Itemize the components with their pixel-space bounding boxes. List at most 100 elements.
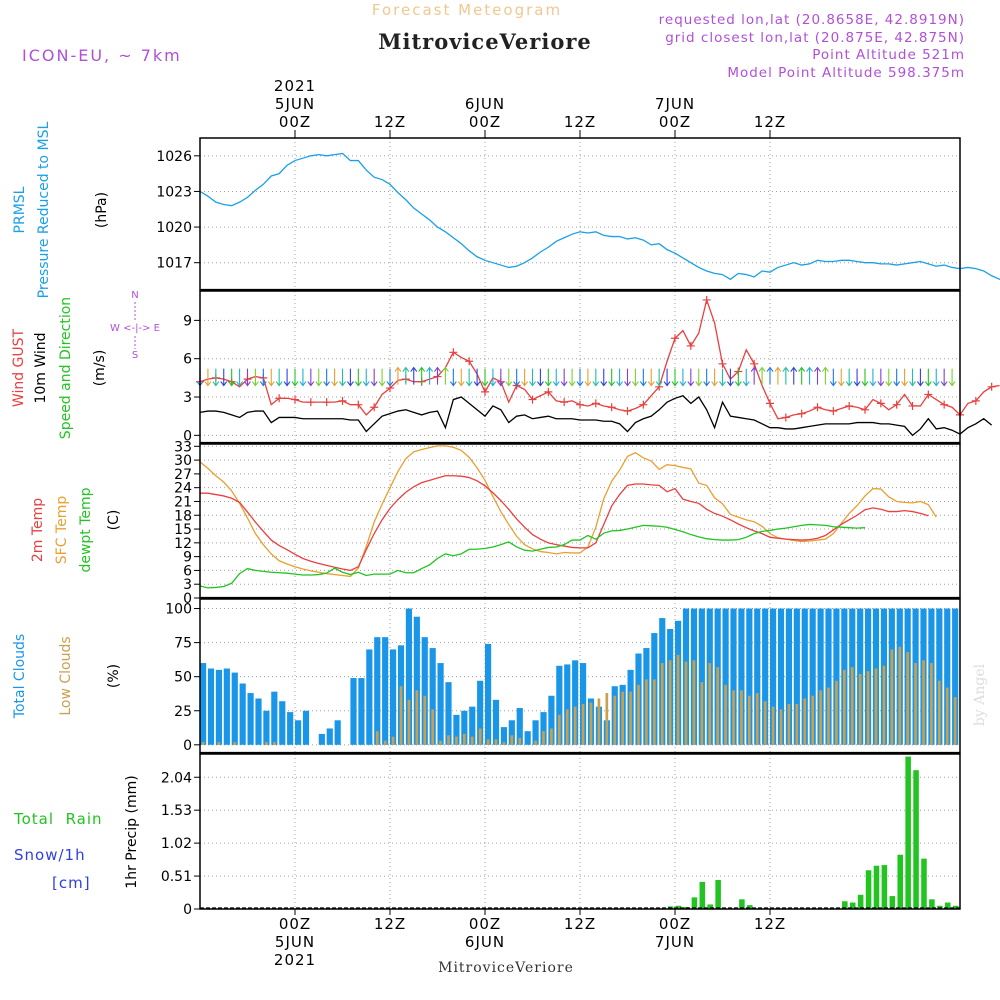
wind-arrow [513,368,521,387]
total-clouds-bar [944,608,951,745]
rain-bar [873,865,880,909]
low-clouds-bar [375,731,379,745]
wind-arrow [346,368,354,387]
total-clouds-bar [200,663,207,745]
wind-arrow [339,368,346,387]
wind-arrow [465,368,473,387]
low-clouds-bar [415,690,419,745]
wind-arrow [845,368,853,387]
low-clouds-bar [740,690,743,745]
low-clouds-bar [747,695,751,745]
top-time-label: 00Z [469,113,501,131]
low-clouds-bar [684,661,688,745]
sfc-temp-line [199,445,937,578]
rain-bar [715,879,721,909]
low-clouds-bar [399,686,403,745]
wind-arrow [315,368,323,387]
wind-arrow [758,366,766,385]
wind-arrow [869,368,877,387]
title: Forecast Meteogram [372,1,562,19]
gust-marker [987,382,996,391]
low-clouds-bar [557,714,561,745]
low-clouds-bar [874,668,878,745]
low-clouds-bar [906,652,910,745]
rain-bar [881,865,888,909]
compass-row: W <-|-> E [110,323,160,334]
clouds-ytick-label: 50 [174,670,192,686]
rain-bars [667,756,959,909]
rain-bar [921,858,927,909]
snow-label: Snow/1h [14,846,86,864]
total-clouds-bar [540,712,547,745]
low-clouds-bar [431,709,435,745]
model-altitude: Model Point Altitude 598.375m [727,65,965,81]
wind-ytick-label: 0 [183,428,192,444]
bottom-time-label: 00Z [469,915,501,933]
wind-arrow [481,368,489,387]
rain-bar [747,905,753,909]
low-clouds-bar [652,679,656,745]
low-clouds-bar [217,742,221,745]
low-clouds-bar [629,691,632,745]
temperature-ytick-label: 24 [174,481,192,497]
rain-bar [905,756,911,909]
temperature-ytick-label: 12 [174,536,192,552]
total-clouds-bar [405,608,413,745]
total-clouds-bar [413,616,420,745]
wind-arrow [434,366,441,385]
wind-arrow [774,366,782,385]
gust-marker [465,357,474,366]
wind-arrow [568,368,576,387]
gust-marker [449,348,458,357]
low-clouds-bar [605,693,609,745]
temperature-ytick-label: 3 [183,577,192,593]
pressure-label-2: Pressure Reduced to MSL [36,121,52,298]
wind-arrow [505,368,513,387]
total-clouds-bar [287,712,294,745]
wind-arrow [370,368,378,387]
wind-arrow [307,368,315,387]
wind-arrows [196,366,956,387]
wind-arrow [386,368,394,387]
wind-arrow [204,368,212,387]
clouds-ytick-label: 25 [174,704,192,720]
low-clouds-bar [732,690,735,745]
total-clouds-bar [485,643,492,745]
total-clouds-bar [516,708,523,745]
footer-location: MitroviceVeriore [438,960,574,976]
wind-arrow [331,368,339,387]
wind-arrow [418,366,426,385]
dewpt-label: dewpt Temp [78,487,94,572]
total-clouds-bar [461,710,468,745]
gust-marker [354,400,363,409]
wind-arrow [679,368,687,387]
wind-arrow [893,368,901,387]
snow-cm-label: [cm] [52,874,91,892]
wind-arrow [228,368,236,387]
gust-marker [971,396,980,405]
total-clouds-bar [730,608,737,745]
precip-ytick-label: 0.51 [161,869,192,885]
wind-arrow [814,366,821,385]
gust-marker [781,413,790,422]
low-clouds-bar [811,695,815,745]
wind-arrow [536,368,544,387]
precip-ytick-label: 1.02 [161,836,192,852]
low-clouds-bar [842,669,846,745]
total-clouds-bar [548,695,555,745]
low-clouds-bar [660,663,664,745]
wind-ytick-label: 9 [183,313,192,329]
low-clouds-bar [581,703,585,745]
wind-arrow [544,368,552,387]
low-clouds-bar [668,660,672,745]
total-clouds-bar [762,608,769,745]
wind-arrow [521,368,529,387]
wind-arrow [576,368,584,387]
total-clouds-bar [350,678,357,745]
total-clouds-bar [302,710,310,745]
top-time-label: 7JUN [655,95,695,113]
temperature-ytick-label: 30 [174,453,192,469]
gust-marker [528,395,537,404]
total-clouds-bar [500,727,508,745]
